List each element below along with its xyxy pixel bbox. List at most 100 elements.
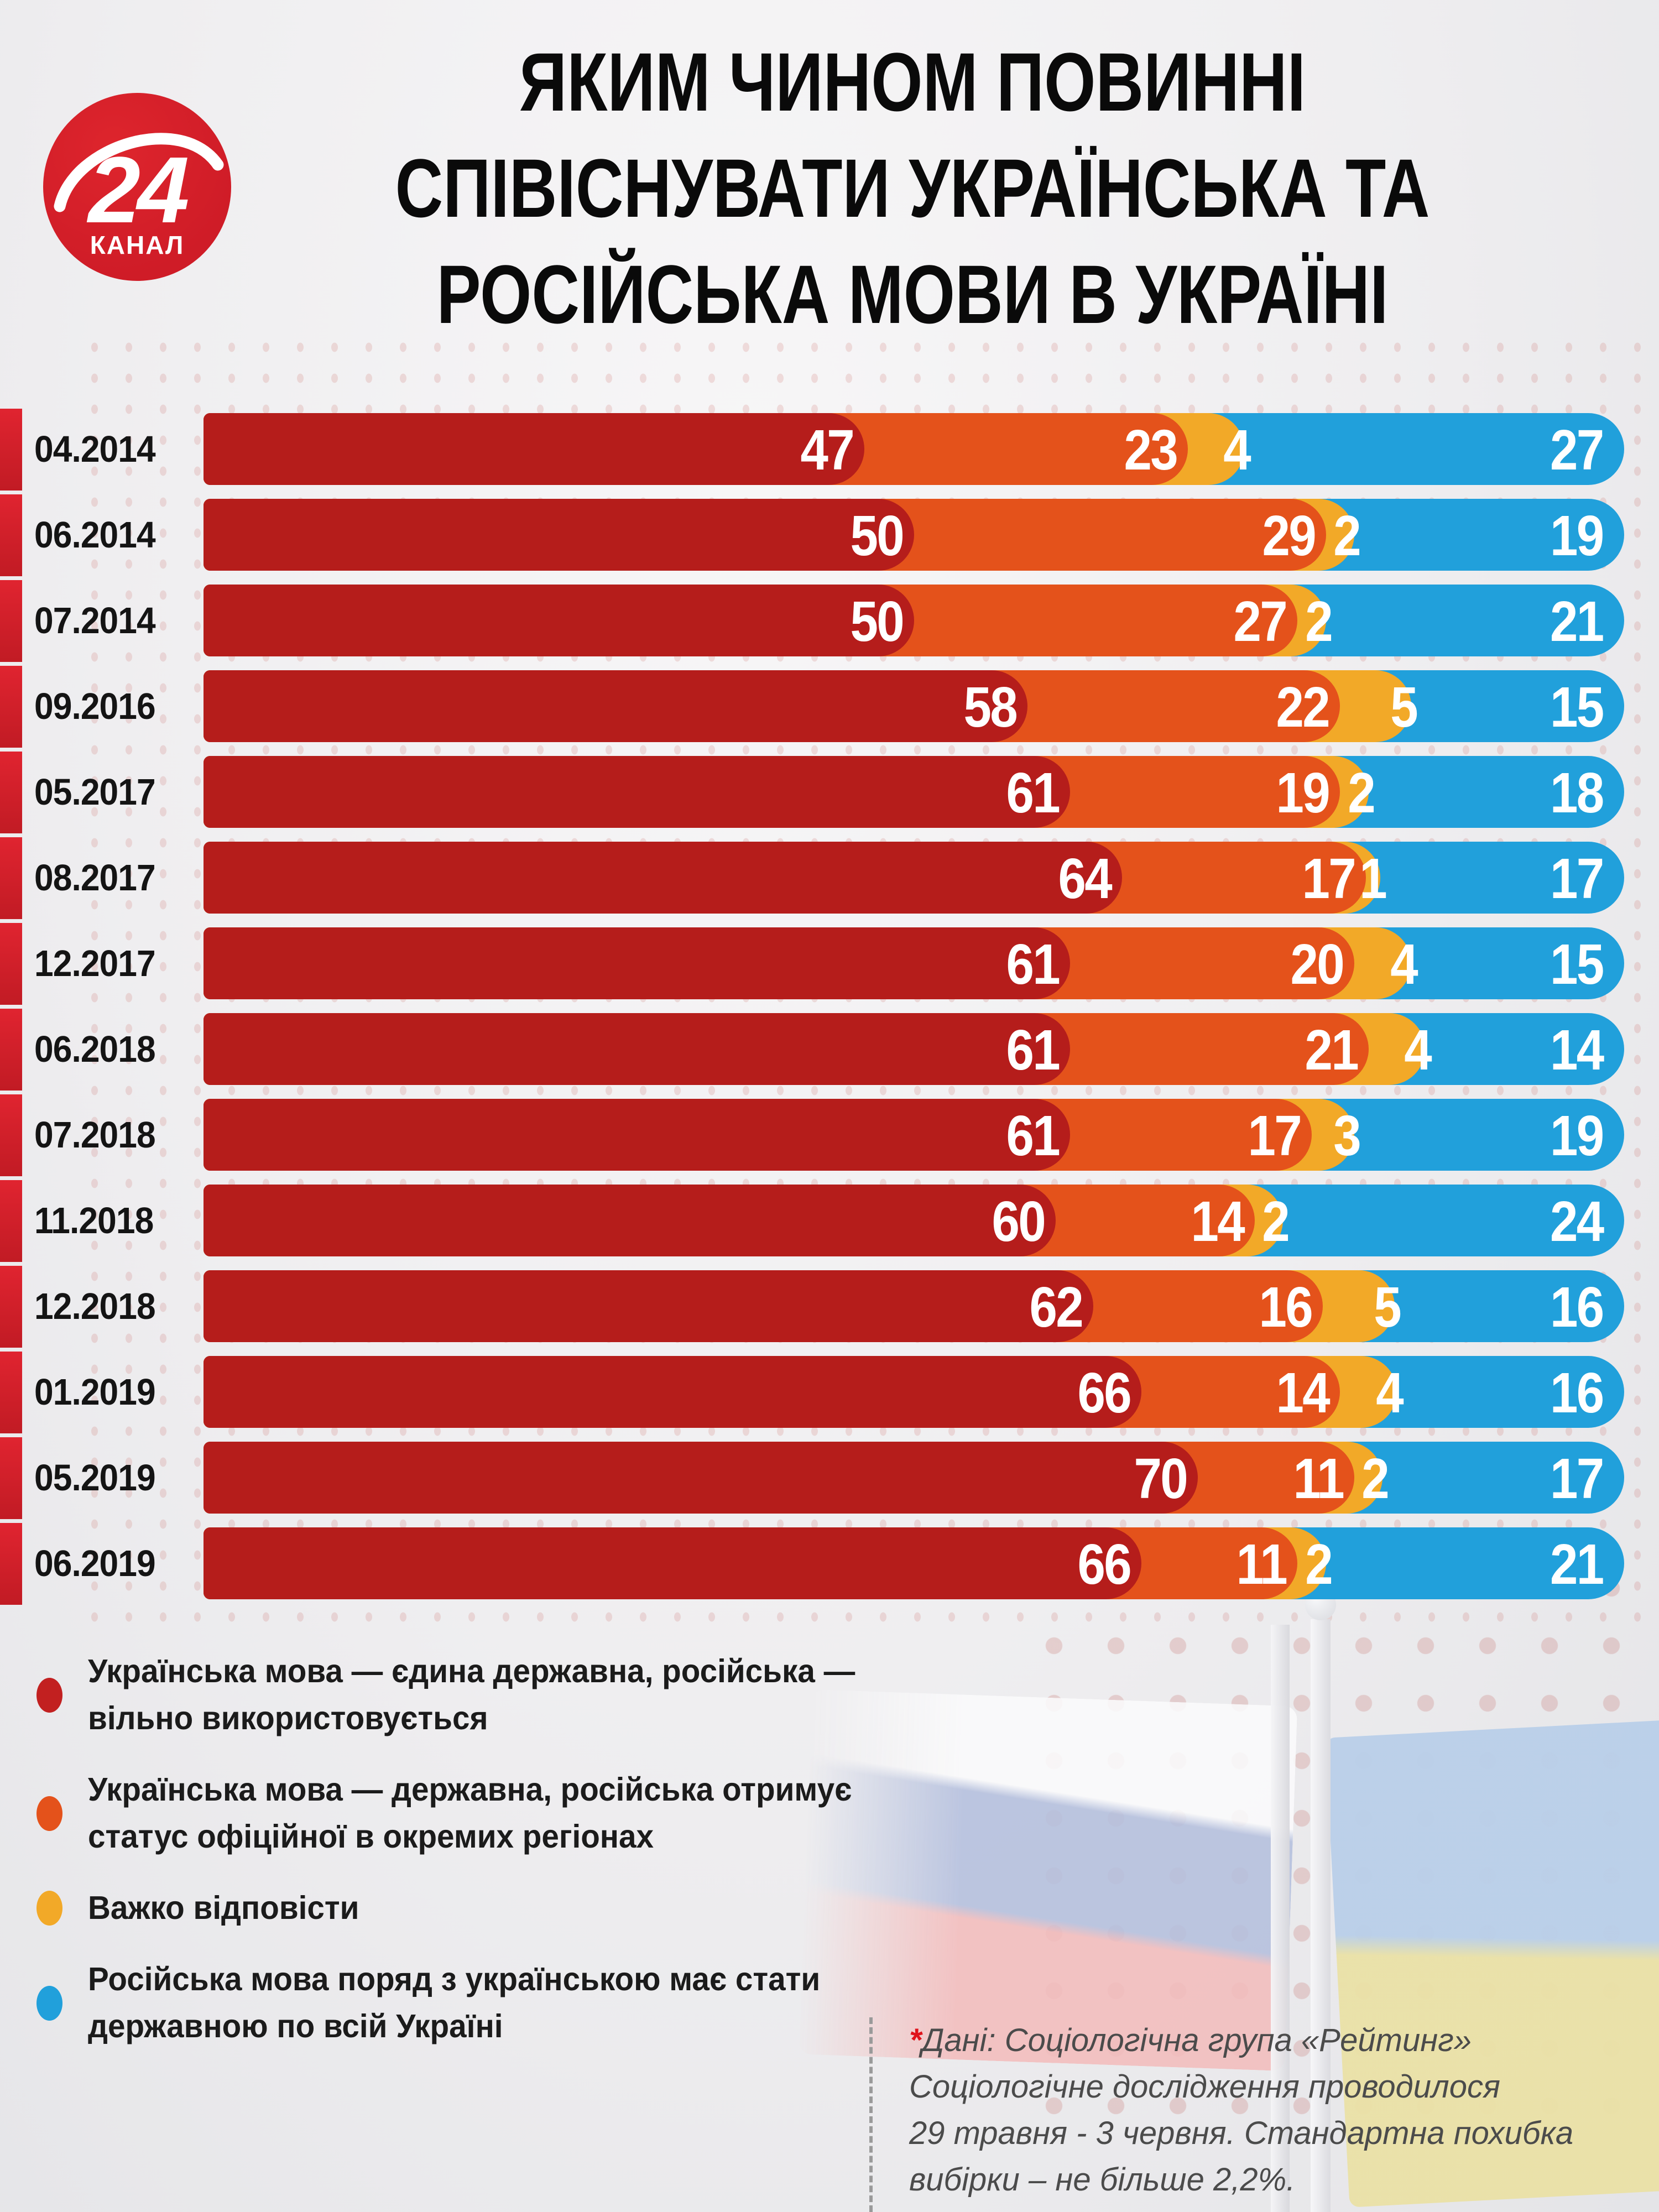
row-date-label: 06.2014 xyxy=(34,514,156,556)
stacked-bar: 61 21 4 14 xyxy=(204,1013,1624,1085)
bar-value-label: 27 xyxy=(1550,418,1604,482)
chart-row-04.2014: 04.2014 47 23 4 27 xyxy=(0,409,1659,491)
bar-segment-red xyxy=(204,1442,1198,1514)
bar-value-label: 62 xyxy=(1029,1275,1083,1339)
chart-legend: Українська мова — єдина державна, російс… xyxy=(36,1648,910,2074)
bar-value-label: 18 xyxy=(1550,761,1604,825)
legend-label-red: Українська мова — єдина державна, російс… xyxy=(88,1653,855,1736)
legend-item-blue: Російська мова поряд з українською має с… xyxy=(36,1956,910,2050)
bar-value-label: 23 xyxy=(1124,418,1178,482)
bar-value-label: 66 xyxy=(1077,1532,1131,1596)
bar-value-label: 66 xyxy=(1077,1361,1131,1425)
stacked-bar: 50 29 2 19 xyxy=(204,499,1624,571)
row-date-label: 01.2019 xyxy=(34,1371,156,1413)
logo-number: 24 xyxy=(88,138,189,243)
legend-item-orange: Українська мова — державна, російська от… xyxy=(36,1766,910,1860)
row-date-label: 05.2017 xyxy=(34,771,156,813)
stacked-bar: 47 23 4 27 xyxy=(204,413,1624,485)
bar-segment-red xyxy=(204,499,914,571)
footnote-asterisk: * xyxy=(909,2022,922,2058)
stacked-bar: 66 14 4 16 xyxy=(204,1356,1624,1428)
title-line-3: РОСІЙСЬКА МОВИ В УКРАЇНІ xyxy=(436,248,1389,341)
bar-value-label: 17 xyxy=(1550,847,1604,910)
footnote-line: вибірки – не більше 2,2%. xyxy=(909,2162,1296,2198)
bar-value-label: 64 xyxy=(1058,847,1112,910)
chart-row-11.2018: 11.2018 60 14 2 24 xyxy=(0,1180,1659,1262)
bar-value-label: 2 xyxy=(1347,761,1375,825)
title-line-2: СПІВІСНУВАТИ УКРАЇНСЬКА ТА xyxy=(395,142,1430,234)
ukrainian-flagpole xyxy=(1311,1619,1331,2212)
bar-value-label: 2 xyxy=(1305,589,1333,653)
legend-dot-blue xyxy=(36,1985,62,2021)
bar-segment-red xyxy=(204,756,1071,828)
logo-channel-label: КАНАЛ xyxy=(90,231,185,259)
row-edge-marker xyxy=(0,923,22,1005)
bar-value-label: 60 xyxy=(992,1190,1046,1253)
footnote-line: 29 травня - 3 червня. Стандартна похибка xyxy=(909,2115,1574,2151)
row-date-label: 07.2018 xyxy=(34,1114,156,1156)
bar-value-label: 11 xyxy=(1293,1447,1344,1510)
bar-value-label: 15 xyxy=(1550,675,1604,739)
bar-value-label: 2 xyxy=(1361,1447,1389,1510)
row-date-label: 04.2014 xyxy=(34,429,156,470)
row-date-label: 06.2018 xyxy=(34,1029,156,1070)
bar-value-label: 4 xyxy=(1223,418,1251,482)
row-date-label: 07.2014 xyxy=(34,600,156,641)
chart-row-07.2018: 07.2018 61 17 3 19 xyxy=(0,1094,1659,1176)
legend-label-yellow: Важко відповісти xyxy=(88,1890,359,1926)
chart-row-12.2017: 12.2017 61 20 4 15 xyxy=(0,923,1659,1005)
chart-row-06.2014: 06.2014 50 29 2 19 xyxy=(0,494,1659,576)
chart-row-07.2014: 07.2014 50 27 2 21 xyxy=(0,580,1659,662)
bar-value-label: 50 xyxy=(849,589,904,653)
stacked-bar: 70 11 2 17 xyxy=(204,1442,1624,1514)
bar-value-label: 61 xyxy=(1006,1104,1061,1167)
bar-segment-red xyxy=(204,927,1071,999)
row-edge-marker xyxy=(0,1180,22,1262)
chart-row-09.2016: 09.2016 58 22 5 15 xyxy=(0,666,1659,748)
bar-value-label: 14 xyxy=(1550,1018,1604,1082)
chart-row-05.2019: 05.2019 70 11 2 17 xyxy=(0,1437,1659,1519)
stacked-bar: 61 20 4 15 xyxy=(204,927,1624,999)
bar-value-label: 47 xyxy=(800,418,855,482)
bar-segment-red xyxy=(204,585,914,656)
channel-24-logo: 24 КАНАЛ xyxy=(43,93,231,281)
row-edge-marker xyxy=(0,752,22,833)
legend-dot-yellow xyxy=(36,1891,62,1926)
bar-value-label: 21 xyxy=(1550,1532,1604,1596)
chart-row-12.2018: 12.2018 62 16 5 16 xyxy=(0,1266,1659,1348)
row-date-label: 05.2019 xyxy=(34,1457,156,1499)
bar-value-label: 17 xyxy=(1302,847,1356,910)
bar-segment-red xyxy=(204,1185,1056,1256)
bar-value-label: 21 xyxy=(1305,1018,1359,1082)
legend-item-yellow: Важко відповісти xyxy=(36,1885,910,1932)
bar-value-label: 2 xyxy=(1262,1190,1290,1253)
row-edge-marker xyxy=(0,1009,22,1091)
bar-value-label: 19 xyxy=(1550,1104,1604,1167)
legend-label-orange: Українська мова — державна, російська от… xyxy=(88,1771,852,1855)
bar-value-label: 20 xyxy=(1290,932,1344,996)
row-edge-marker xyxy=(0,409,22,491)
bar-value-label: 1 xyxy=(1359,847,1387,910)
bar-value-label: 19 xyxy=(1276,761,1331,825)
bar-value-label: 15 xyxy=(1550,932,1604,996)
bar-value-label: 14 xyxy=(1191,1190,1245,1253)
stacked-bar: 50 27 2 21 xyxy=(204,585,1624,656)
bar-value-label: 16 xyxy=(1550,1361,1604,1425)
page-title: ЯКИМ ЧИНОМ ПОВИННІ СПІВІСНУВАТИ УКРАЇНСЬ… xyxy=(182,29,1642,347)
row-edge-marker xyxy=(0,494,22,576)
stacked-bar: 62 16 5 16 xyxy=(204,1270,1624,1342)
bar-value-label: 2 xyxy=(1305,1532,1333,1596)
bar-segment-red xyxy=(204,670,1028,742)
footnote-line: Соціологічне дослідження проводилося xyxy=(909,2069,1500,2105)
footnote-line: *Дані: Соціологічна група «Рейтинг» xyxy=(909,2017,1659,2064)
row-date-label: 12.2017 xyxy=(34,943,156,984)
bar-value-label: 29 xyxy=(1261,504,1316,567)
bar-value-label: 16 xyxy=(1550,1275,1604,1339)
logo-swoosh-icon xyxy=(54,133,224,212)
bar-value-label: 17 xyxy=(1550,1447,1604,1510)
chart-row-06.2019: 06.2019 66 11 2 21 xyxy=(0,1523,1659,1605)
bar-segment-red xyxy=(204,1356,1141,1428)
footnote-line-1-text: Дані: Соціологічна група «Рейтинг» xyxy=(921,2022,1472,2058)
stacked-bar: 64 17 1 17 xyxy=(204,842,1624,914)
